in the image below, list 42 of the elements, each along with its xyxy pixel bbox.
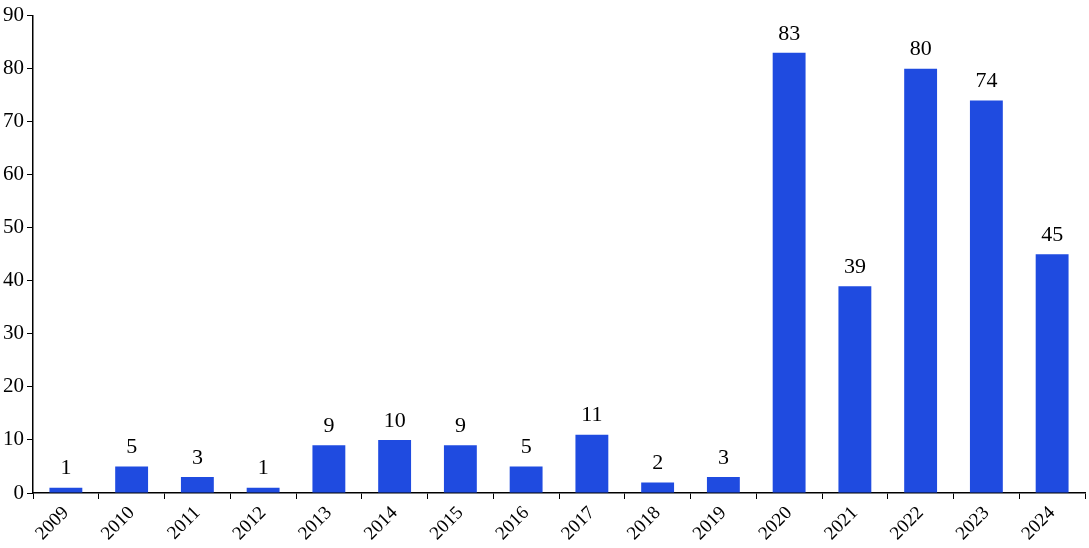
y-tick-label: 60 (3, 161, 24, 186)
data-label: 9 (454, 412, 466, 438)
y-tick-label: 50 (3, 214, 24, 239)
data-label: 74 (975, 67, 998, 93)
y-tick-label: 10 (3, 426, 24, 451)
bar (115, 466, 149, 493)
bar (443, 445, 477, 493)
data-label: 3 (717, 443, 729, 469)
bar (575, 434, 609, 493)
data-label: 1 (60, 454, 72, 480)
y-tick-label: 20 (3, 373, 24, 398)
y-tick-label: 40 (3, 267, 24, 292)
bar (838, 286, 872, 493)
data-label: 2 (652, 449, 664, 475)
data-label: 45 (1041, 221, 1064, 247)
y-tick-label: 30 (3, 320, 24, 345)
data-label: 5 (126, 433, 138, 459)
bar (772, 52, 806, 493)
bar (904, 68, 938, 493)
bar (969, 100, 1003, 493)
y-tick-label: 90 (3, 2, 24, 27)
bar (180, 477, 214, 493)
data-label: 80 (909, 35, 932, 61)
bar (706, 477, 740, 493)
y-tick-label: 0 (13, 479, 24, 504)
data-label: 5 (520, 433, 532, 459)
bar (246, 487, 280, 493)
bar (49, 487, 83, 493)
data-label: 11 (581, 401, 603, 427)
data-label: 3 (191, 443, 203, 469)
bar (378, 439, 412, 493)
data-label: 83 (778, 19, 801, 45)
bar (641, 482, 675, 493)
bar (312, 445, 346, 493)
data-label: 39 (843, 252, 866, 278)
bar (1035, 254, 1069, 493)
data-label: 10 (383, 406, 406, 432)
y-tick-label: 80 (3, 55, 24, 80)
y-tick-label: 70 (3, 108, 24, 133)
bar (509, 466, 543, 493)
data-label: 9 (323, 412, 335, 438)
data-label: 1 (257, 454, 269, 480)
